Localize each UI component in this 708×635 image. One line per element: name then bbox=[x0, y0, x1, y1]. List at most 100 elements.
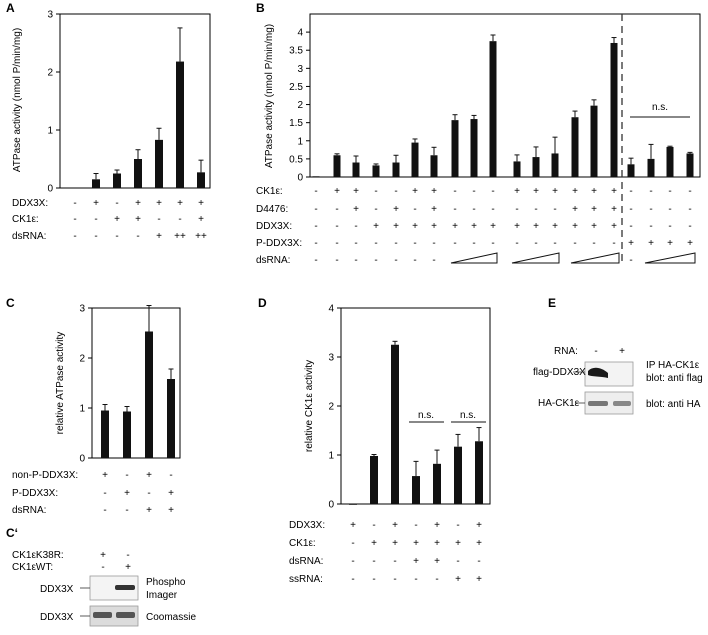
condition-mark: - bbox=[688, 186, 691, 197]
condition-mark: + bbox=[533, 221, 539, 232]
condition-mark: + bbox=[124, 488, 130, 499]
phospho-band bbox=[115, 585, 135, 590]
condition-mark: - bbox=[314, 255, 317, 266]
condition-mark: + bbox=[455, 538, 461, 549]
bar bbox=[92, 179, 100, 188]
row-label-wt: CK1εWT: bbox=[12, 562, 53, 573]
bar bbox=[433, 463, 441, 504]
note-imager: Imager bbox=[146, 590, 178, 601]
condition-mark: + bbox=[412, 221, 418, 232]
y-tick-label: 2.5 bbox=[289, 82, 303, 93]
dsrna-ramp bbox=[570, 252, 620, 264]
condition-mark: - bbox=[553, 238, 556, 249]
condition-mark: - bbox=[314, 238, 317, 249]
condition-mark: + bbox=[413, 538, 419, 549]
condition-mark: - bbox=[472, 186, 475, 197]
condition-mark: - bbox=[472, 204, 475, 215]
condition-mark: + bbox=[393, 221, 399, 232]
condition-mark: - bbox=[351, 556, 354, 567]
condition-mark: + bbox=[156, 198, 162, 209]
bar bbox=[686, 153, 694, 177]
condition-label: CK1ε: bbox=[289, 538, 316, 549]
condition-mark: - bbox=[432, 238, 435, 249]
rna-mark-1: - bbox=[594, 346, 597, 357]
condition-mark: + bbox=[514, 186, 520, 197]
condition-mark: - bbox=[629, 255, 632, 266]
bar bbox=[571, 117, 579, 177]
bar bbox=[470, 119, 478, 177]
condition-mark: - bbox=[629, 186, 632, 197]
condition-mark: + bbox=[393, 204, 399, 215]
condition-label: dsRNA: bbox=[289, 556, 323, 567]
blot-bottom-band-1 bbox=[588, 401, 608, 406]
condition-mark: + bbox=[146, 470, 152, 481]
condition-mark: - bbox=[103, 505, 106, 516]
condition-mark: ++ bbox=[195, 231, 207, 242]
condition-mark: + bbox=[114, 214, 120, 225]
bar bbox=[123, 411, 131, 458]
condition-mark: - bbox=[553, 204, 556, 215]
y-tick-label: 1.5 bbox=[289, 118, 303, 129]
blot-bottom-band-2 bbox=[613, 401, 631, 406]
condition-mark: - bbox=[649, 186, 652, 197]
bar bbox=[113, 173, 121, 188]
bar bbox=[647, 158, 655, 177]
bar bbox=[167, 379, 175, 458]
condition-mark: + bbox=[350, 520, 356, 531]
condition-mark: + bbox=[168, 488, 174, 499]
y-tick-label: 0 bbox=[47, 184, 53, 195]
condition-mark: + bbox=[198, 214, 204, 225]
condition-mark: - bbox=[515, 238, 518, 249]
y-tick-label: 2 bbox=[47, 68, 53, 79]
condition-mark: - bbox=[372, 556, 375, 567]
condition-mark: - bbox=[629, 204, 632, 215]
condition-mark: - bbox=[534, 204, 537, 215]
bar bbox=[475, 441, 483, 504]
condition-mark: - bbox=[515, 204, 518, 215]
condition-mark: + bbox=[353, 186, 359, 197]
condition-mark: + bbox=[648, 238, 654, 249]
bar bbox=[370, 455, 378, 504]
condition-mark: + bbox=[476, 538, 482, 549]
note-coomassie: Coomassie bbox=[146, 612, 196, 623]
bar bbox=[101, 410, 109, 458]
bar bbox=[430, 155, 438, 177]
y-tick-label: 0 bbox=[79, 454, 85, 465]
condition-mark: - bbox=[592, 238, 595, 249]
condition-mark: - bbox=[414, 574, 417, 585]
condition-label: ssRNA: bbox=[289, 574, 323, 585]
y-axis-label: relative ATPase activity bbox=[55, 332, 66, 435]
condition-label: dsRNA: bbox=[256, 255, 290, 266]
condition-mark: - bbox=[413, 238, 416, 249]
condition-label: DDX3X: bbox=[289, 520, 325, 531]
bar bbox=[610, 42, 618, 177]
condition-mark: - bbox=[393, 574, 396, 585]
rna-mark-2: + bbox=[619, 346, 625, 357]
coomassie-band-1 bbox=[93, 612, 112, 618]
condition-mark: + bbox=[353, 204, 359, 215]
condition-mark: - bbox=[351, 574, 354, 585]
condition-mark: - bbox=[573, 238, 576, 249]
bar bbox=[134, 159, 142, 188]
panel-c-prime-blot: CK1εK38R: + - CK1εWT: - + DDX3X DDX3X Ph… bbox=[12, 550, 196, 627]
condition-mark: + bbox=[611, 204, 617, 215]
condition-mark: + bbox=[135, 214, 141, 225]
condition-mark: - bbox=[688, 221, 691, 232]
plot-frame bbox=[91, 307, 181, 459]
condition-label: D4476: bbox=[256, 204, 288, 215]
condition-mark: + bbox=[471, 221, 477, 232]
ns-label: n.s. bbox=[460, 410, 476, 421]
bar bbox=[145, 331, 153, 458]
condition-mark: - bbox=[94, 214, 97, 225]
condition-mark: - bbox=[393, 556, 396, 567]
condition-mark: - bbox=[136, 231, 139, 242]
condition-mark: + bbox=[434, 520, 440, 531]
y-tick-label: 2 bbox=[297, 100, 303, 111]
chart-a: 0 1 2 3 ATPase activity (nmol P/min/mg) DDX3X… bbox=[12, 10, 211, 242]
y-tick-label: 0 bbox=[297, 173, 303, 184]
bar bbox=[666, 146, 674, 177]
bar bbox=[352, 162, 360, 177]
y-tick-label: 1 bbox=[79, 404, 85, 415]
condition-mark: + bbox=[146, 505, 152, 516]
condition-mark: - bbox=[372, 520, 375, 531]
